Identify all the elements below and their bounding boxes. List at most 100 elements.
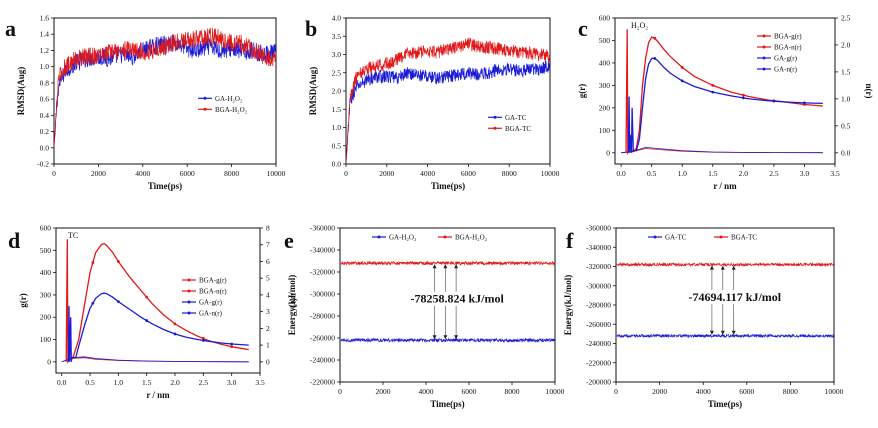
legend-label: BGA-H₂O₂ [455,234,488,242]
series-line [346,60,550,164]
series-line [340,260,555,267]
legend-marker [493,115,497,119]
legend-label: GA-g(r) [774,55,798,63]
y2-axis-label: n(r) [864,84,874,99]
y2-tick-label: 3 [266,307,270,316]
x-tick-label: 0 [344,169,348,178]
arrow-head [731,330,736,335]
y-tick-label: 1.6 [40,14,50,23]
legend-label: GA-n(r) [199,310,223,318]
y-tick-label: 1.0 [40,62,50,71]
legend-label: GA-H₂O₂ [215,95,243,103]
x-tick-label: 0.5 [647,169,657,178]
legend-label: BGA-g(r) [199,277,227,285]
y2-tick-label: 6 [266,257,270,266]
y-tick-label: -260000 [586,320,611,329]
series-marker [230,342,234,346]
y-tick-label: 2.5 [332,68,342,77]
arrow-head [432,264,437,269]
y-tick-label: 1.5 [332,105,342,114]
y2-tick-label: 8 [266,224,270,233]
legend-label: BGA-g(r) [774,33,802,41]
arrow-head [720,265,725,270]
y-tick-label: 3.0 [332,50,342,59]
x-axis-label: Time(ps) [148,181,182,191]
y-tick-label: 300 [40,290,52,299]
y-axis-label: g(r) [18,293,28,308]
x-tick-label: 4000 [135,169,150,178]
x-axis-label: r / nm [146,390,170,400]
x-tick-label: 3.5 [255,378,265,387]
y-tick-label: -240000 [586,339,611,348]
y-tick-label: 3.5 [332,32,342,41]
y-tick-label: -360000 [586,224,611,233]
series-line [67,292,249,362]
series-line [627,57,823,153]
y-tick-label: 0.4 [40,111,50,120]
arrow-head [454,264,459,269]
y-tick-label: -300000 [586,281,611,290]
legend-label: GA-TC [665,234,687,242]
y-tick-label: -360000 [310,224,335,233]
series-marker [173,332,177,336]
x-tick-label: 10000 [546,387,565,396]
x-tick-label: 1.0 [114,378,124,387]
y-tick-label: -320000 [586,262,611,271]
y-tick-label: 0.2 [40,127,50,136]
y-tick-label: 400 [599,58,611,67]
x-tick-label: 4000 [696,387,711,396]
legend-label: GA-H₂O₂ [389,234,417,242]
x-tick-label: 1.0 [678,169,688,178]
arrow-head [731,265,736,270]
y2-tick-label: 7 [266,240,270,249]
energy-difference-label: -74694.117 kJ/mol [688,290,781,304]
panel-d: d0.0 0.5 1.0 1.5 2.0 2.5 3.0 3.5010020030040050… [8,224,299,401]
legend-marker [187,300,191,304]
y-tick-label: -280000 [310,312,335,321]
arrow-head [443,335,448,340]
series-marker [91,301,95,305]
y-tick-label: -220000 [586,358,611,367]
x-tick-label: 2.0 [170,378,180,387]
y-tick-label: -200000 [586,378,611,387]
x-tick-label: 8000 [502,169,517,178]
series-line [616,261,834,268]
series-marker [741,93,745,97]
y-tick-label: 400 [40,268,52,277]
series-line [340,337,555,344]
panel-letter: a [5,16,16,41]
x-tick-label: 6000 [180,169,195,178]
x-tick-label: 10000 [267,169,286,178]
arrow-head [720,330,725,335]
y-tick-label: 1.4 [40,30,50,39]
y2-tick-label: 5 [266,274,270,283]
x-tick-label: 0.0 [616,169,626,178]
legend-label: BGA-TC [505,125,531,133]
y2-tick-label: 0 [266,357,270,366]
y2-tick-label: 2.5 [841,14,851,23]
y-tick-label: -220000 [310,378,335,387]
x-tick-label: 6000 [739,387,754,396]
y2-tick-label: 4 [266,290,270,299]
series-marker [711,83,715,87]
y2-tick-label: 0.5 [841,121,851,130]
legend-marker [493,126,497,130]
panel-b: b 0 2000 4000 6000 8000 10000 0.0 0.5 1.0 1.5 2.0 2.… [305,14,560,192]
y-axis-label: Energy(kJ/mol) [287,275,297,336]
x-tick-label: 4000 [419,387,434,396]
x-tick-label: 2000 [376,387,391,396]
legend-label: GA-g(r) [199,299,223,307]
legend-marker [203,96,207,100]
y-tick-label: -240000 [310,356,335,365]
arrow-head [443,264,448,269]
series-line [61,356,249,363]
x-tick-label: 4000 [420,169,435,178]
y-tick-label: 0.6 [40,95,50,104]
legend-marker [653,235,657,239]
y-tick-label: 100 [40,335,52,344]
y2-axis-label: n(r) [289,293,299,308]
annotation-backdrop [687,290,782,305]
series-marker [653,36,657,40]
y-tick-label: -340000 [586,243,611,252]
x-tick-label: 0.0 [57,378,67,387]
